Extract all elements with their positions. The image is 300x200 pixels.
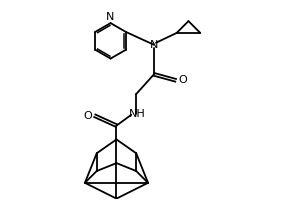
Text: O: O bbox=[178, 75, 187, 85]
Text: NH: NH bbox=[129, 109, 146, 119]
Text: O: O bbox=[84, 111, 92, 121]
Text: N: N bbox=[106, 12, 115, 22]
Text: N: N bbox=[150, 40, 158, 50]
